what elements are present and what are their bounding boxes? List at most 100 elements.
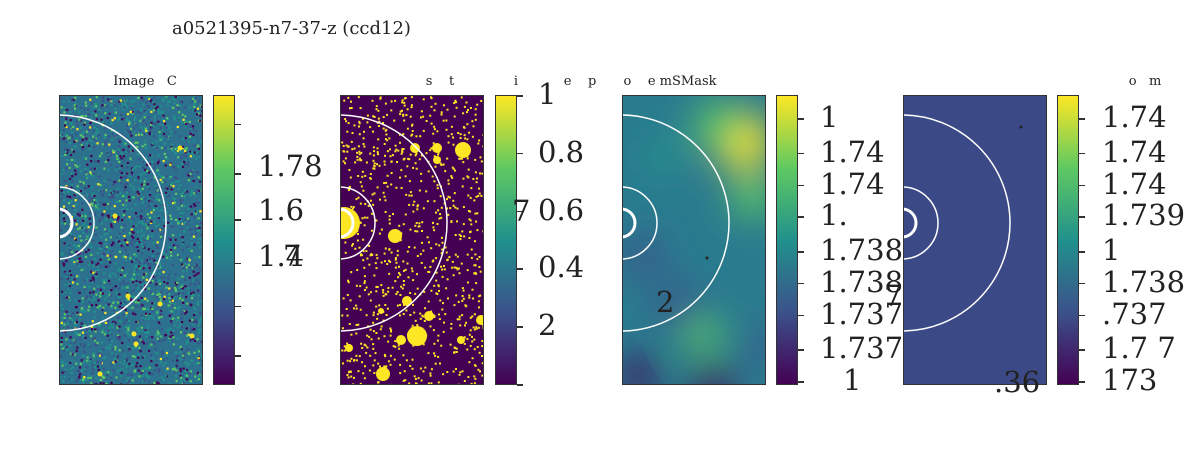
noise-pixel — [150, 202, 153, 205]
noise-pixel — [95, 105, 98, 108]
source-pixel — [389, 334, 392, 337]
source-pixel — [435, 271, 438, 274]
source-pixel — [458, 318, 461, 321]
noise-pixel — [181, 287, 184, 290]
source-pixel — [469, 316, 472, 319]
source-pixel — [372, 167, 375, 170]
noise-pixel — [152, 317, 155, 320]
source-pixel — [452, 167, 455, 170]
noise-pixel — [101, 116, 104, 119]
source-pixel — [358, 133, 361, 136]
noise-pixel — [108, 203, 111, 206]
noise-pixel — [83, 286, 86, 289]
source-pixel — [363, 266, 366, 269]
source-pixel — [379, 97, 382, 100]
noise-pixel — [130, 171, 133, 174]
noise-pixel — [105, 331, 108, 334]
noise-pixel — [118, 278, 121, 281]
source-pixel — [375, 332, 378, 334]
noise-pixel — [110, 289, 113, 292]
noise-pixel — [144, 367, 147, 370]
source-pixel — [452, 370, 455, 373]
noise-pixel — [120, 101, 123, 104]
noise-pixel — [71, 180, 74, 183]
source-pixel — [366, 216, 369, 219]
noise-pixel — [134, 345, 137, 348]
source-pixel — [476, 258, 479, 261]
noise-pixel — [69, 273, 73, 276]
noise-pixel — [93, 310, 96, 313]
noise-pixel — [192, 139, 196, 142]
source-pixel — [418, 189, 421, 192]
noise-pixel — [168, 176, 171, 179]
source-pixel — [341, 349, 344, 352]
noise-pixel — [98, 175, 101, 178]
source-pixel — [387, 290, 390, 293]
colorbar-label: 1.739 — [1102, 198, 1186, 233]
noise-pixel — [140, 108, 143, 111]
noise-pixel — [183, 230, 186, 233]
source-pixel — [351, 148, 354, 151]
noise-pixel — [164, 96, 167, 99]
noise-pixel — [133, 118, 136, 121]
noise-pixel — [176, 363, 179, 366]
noise-pixel — [83, 196, 86, 199]
noise-pixel — [67, 109, 70, 112]
noise-pixel — [90, 358, 93, 361]
noise-pixel — [120, 274, 123, 277]
noise-pixel — [194, 312, 197, 315]
source-pixel — [441, 275, 444, 278]
noise-pixel — [66, 151, 69, 154]
source-pixel — [474, 158, 477, 161]
colorbar-tick — [798, 349, 804, 351]
source-pixel — [476, 229, 479, 232]
noise-pixel — [136, 141, 139, 144]
noise-pixel — [172, 202, 175, 205]
source-pixel — [363, 224, 366, 227]
noise-pixel — [92, 271, 95, 274]
noise-pixel — [125, 150, 128, 154]
noise-pixel — [101, 100, 104, 103]
colorbar-tick — [1079, 251, 1085, 253]
noise-pixel — [140, 265, 143, 268]
noise-pixel — [179, 150, 182, 153]
noise-pixel — [76, 298, 79, 301]
noise-pixel — [69, 110, 72, 114]
noise-pixel — [193, 243, 196, 246]
source-pixel — [451, 166, 454, 169]
source-pixel — [374, 352, 377, 355]
noise-pixel — [141, 196, 144, 199]
noise-pixel — [92, 295, 96, 298]
noise-pixel — [166, 195, 169, 198]
source-pixel — [461, 295, 464, 297]
noise-pixel — [91, 320, 94, 323]
noise-pixel — [118, 330, 121, 333]
source-pixel — [341, 141, 344, 144]
source-pixel — [382, 127, 385, 130]
noise-pixel — [168, 314, 171, 317]
noise-pixel — [101, 328, 104, 332]
noise-pixel — [86, 359, 89, 362]
source-pixel — [346, 294, 349, 296]
noise-pixel — [189, 194, 192, 197]
noise-pixel — [160, 313, 163, 316]
source-pixel — [355, 324, 358, 326]
source-pixel — [469, 329, 472, 332]
noise-pixel — [65, 275, 68, 278]
noise-pixel — [60, 222, 63, 225]
noise-pixel — [145, 129, 148, 132]
source-pixel — [483, 162, 484, 164]
source-pixel — [390, 330, 392, 333]
overlay-arc-2 — [623, 114, 730, 332]
noise-pixel — [182, 301, 185, 304]
noise-pixel — [185, 222, 188, 225]
noise-pixel — [165, 356, 168, 359]
noise-pixel — [137, 326, 141, 330]
source-pixel — [441, 248, 444, 251]
source-pixel — [455, 106, 458, 109]
noise-pixel — [109, 218, 112, 221]
source-pixel — [471, 120, 474, 123]
noise-pixel — [105, 232, 108, 235]
noise-pixel — [73, 341, 76, 344]
noise-pixel — [63, 222, 66, 225]
